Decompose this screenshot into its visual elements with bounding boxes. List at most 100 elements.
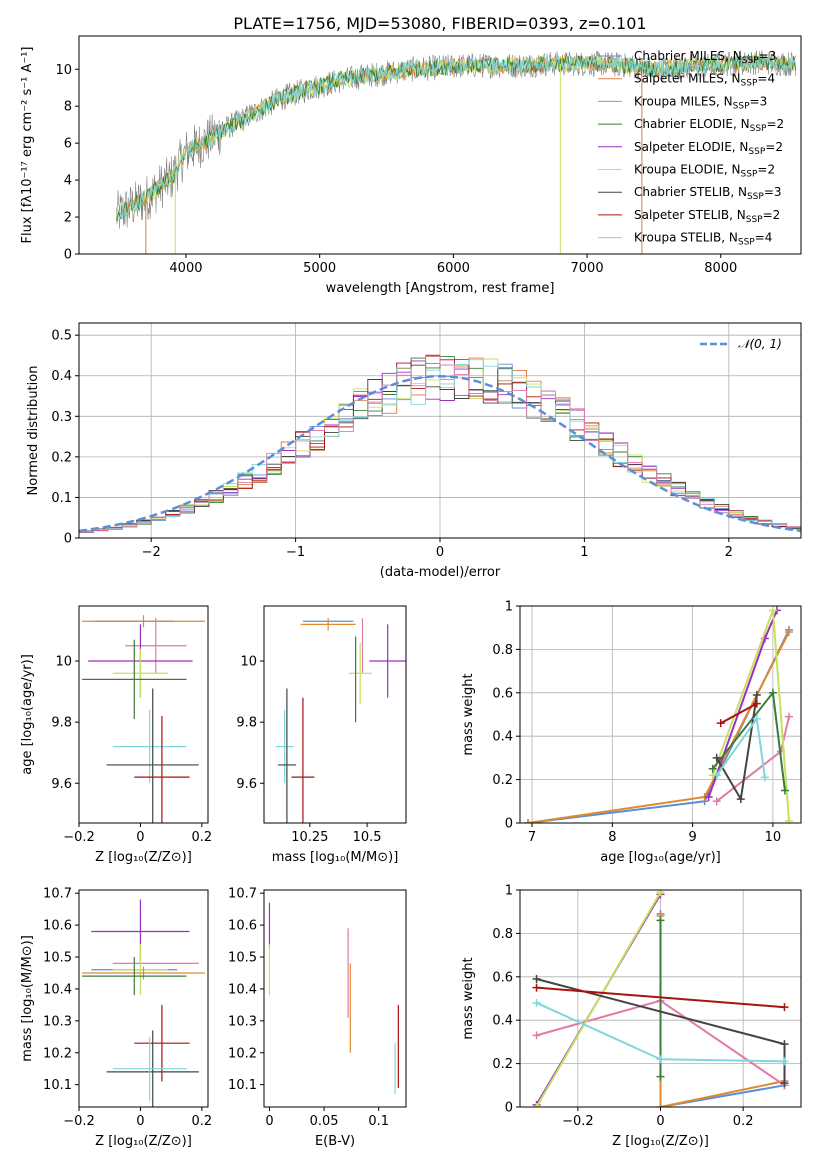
- y-axis-label: Normed distribution: [26, 366, 41, 496]
- series-marker: [704, 792, 713, 801]
- plot-area: [524, 606, 793, 823]
- legend-subscript: SSP: [738, 238, 755, 248]
- histogram-step: [79, 364, 801, 532]
- x-tick-label: 0.05: [310, 1114, 339, 1129]
- errorbar-point: [348, 642, 372, 704]
- legend-label: Kroupa STELIB, NSSP=4: [634, 231, 772, 248]
- x-tick-label: 10.5: [353, 830, 382, 845]
- series-marker: [780, 1057, 789, 1066]
- y-tick-label: 0: [64, 532, 72, 547]
- series-marker: [532, 1031, 541, 1040]
- x-tick-label: 0: [656, 1114, 664, 1129]
- series-marker: [524, 819, 533, 823]
- errorbar-point: [82, 957, 187, 996]
- errorbar-point: [112, 648, 169, 698]
- panel-spectrum: Chabrier MILES, NSSP=3 Salpeter MILES, NS…: [20, 35, 802, 296]
- series-line: [659, 916, 785, 1107]
- y-tick-label: 10.5: [228, 951, 257, 966]
- x-tick-label: 0.1: [368, 1114, 389, 1129]
- series-line: [711, 609, 790, 821]
- series-marker: [712, 753, 721, 762]
- x-tick-label: 7: [528, 830, 536, 845]
- legend-subscript: SSP: [750, 124, 767, 134]
- y-tick-label: 4: [64, 174, 72, 189]
- axes-frame: [78, 605, 209, 824]
- y-tick-label: 0.2: [492, 1057, 513, 1072]
- y-axis-label: mass weight: [461, 673, 476, 755]
- series-marker: [780, 1040, 789, 1049]
- y-tick-label: 0: [505, 817, 513, 832]
- series-marker: [656, 916, 665, 925]
- y-tick-label: 10.6: [43, 919, 72, 934]
- series-marker: [784, 816, 793, 823]
- y-tick-label: 1: [505, 884, 513, 899]
- series-marker: [532, 974, 541, 983]
- panel-residual-distribution: 𝒩(0, 1) −2 −1 0 1 2 0 0.1 0.2 0.3 0.4 0.5 (data-mode…: [26, 322, 802, 580]
- errorbar-point: [106, 688, 199, 823]
- x-tick-label: 10: [765, 830, 782, 845]
- errorbar-point: [291, 697, 315, 823]
- series-marker: [752, 699, 761, 708]
- x-tick-label: −1: [286, 545, 305, 560]
- series-marker: [752, 690, 761, 699]
- y-tick-label: 0.8: [492, 643, 513, 658]
- series-marker: [780, 786, 789, 795]
- panel-age-vs-mass: 10.25 10.5 9.6 9.8 10 mass [log₁₀(M/M⊙)]: [236, 605, 407, 865]
- y-tick-label: 0.6: [492, 686, 513, 701]
- series-marker: [784, 628, 793, 637]
- y-tick-label: 9.8: [236, 716, 257, 731]
- errorbar-point: [82, 639, 187, 720]
- gaussian-curve: [79, 374, 801, 533]
- x-axis-label: Z [log₁₀(Z/Z⊙)]: [95, 850, 192, 865]
- axes-frame: [78, 889, 209, 1108]
- y-tick-label: 1: [505, 600, 513, 615]
- series-marker: [656, 890, 665, 897]
- x-tick-label: 4000: [169, 261, 202, 276]
- y-tick-label: 2: [64, 211, 72, 226]
- y-tick-label: 9.6: [51, 777, 72, 792]
- y-tick-label: 10.5: [43, 951, 72, 966]
- series-line: [659, 913, 785, 1107]
- x-axis-label: age [log₁₀(age/yr)]: [600, 850, 721, 865]
- x-tick-label: 0.2: [192, 1114, 213, 1129]
- plot-area: [79, 354, 801, 534]
- y-tick-label: 10.4: [228, 982, 257, 997]
- x-tick-label: 0: [436, 545, 444, 560]
- y-tick-label: 0.2: [492, 773, 513, 788]
- axes-frame: [519, 605, 802, 824]
- x-tick-label: 0: [136, 1114, 144, 1129]
- legend-label: Kroupa ELODIE, NSSP=2: [634, 163, 775, 180]
- errorbar-point: [125, 618, 187, 674]
- legend-subscript: SSP: [748, 147, 765, 157]
- x-axis-label: Z [log₁₀(Z/Z⊙)]: [95, 1134, 192, 1149]
- errorbar-point: [275, 709, 294, 784]
- y-tick-label: 9.6: [236, 777, 257, 792]
- y-tick-label: 6: [64, 137, 72, 152]
- legend-subscript: SSP: [741, 79, 758, 89]
- x-axis-label: wavelength [Angstrom, rest frame]: [326, 281, 555, 296]
- series-marker: [736, 795, 745, 804]
- y-tick-label: 0.8: [492, 927, 513, 942]
- series-marker: [656, 1103, 665, 1107]
- y-axis-label: age [log₁₀(age/yr)]: [20, 654, 35, 775]
- errorbar-point: [134, 716, 190, 823]
- legend-subscript: SSP: [742, 56, 759, 66]
- series-marker: [532, 998, 541, 1007]
- y-tick-label: 10.4: [43, 982, 72, 997]
- legend-label: Salpeter MILES, NSSP=4: [634, 72, 775, 89]
- y-tick-label: 10.7: [43, 887, 72, 902]
- errorbar-point: [106, 1030, 199, 1107]
- panel-mass-vs-ebv: 0 0.05 0.1 10.1 10.2 10.3 10.4 10.5 10.6 10.7 E(B-…: [228, 887, 407, 1149]
- y-tick-label: 0: [505, 1101, 513, 1116]
- errorbar-point: [134, 1004, 190, 1082]
- x-tick-label: 0: [136, 830, 144, 845]
- x-tick-label: 8: [608, 830, 616, 845]
- x-axis-label: E(B-V): [315, 1134, 355, 1149]
- plot-area: [275, 618, 406, 823]
- series-marker: [712, 771, 721, 780]
- plot-area: [532, 890, 789, 1107]
- legend-label: Salpeter ELODIE, NSSP=2: [634, 140, 783, 157]
- figure-title: PLATE=1756, MJD=53080, FIBERID=0393, z=0…: [233, 14, 646, 33]
- errorbar-point: [369, 624, 406, 698]
